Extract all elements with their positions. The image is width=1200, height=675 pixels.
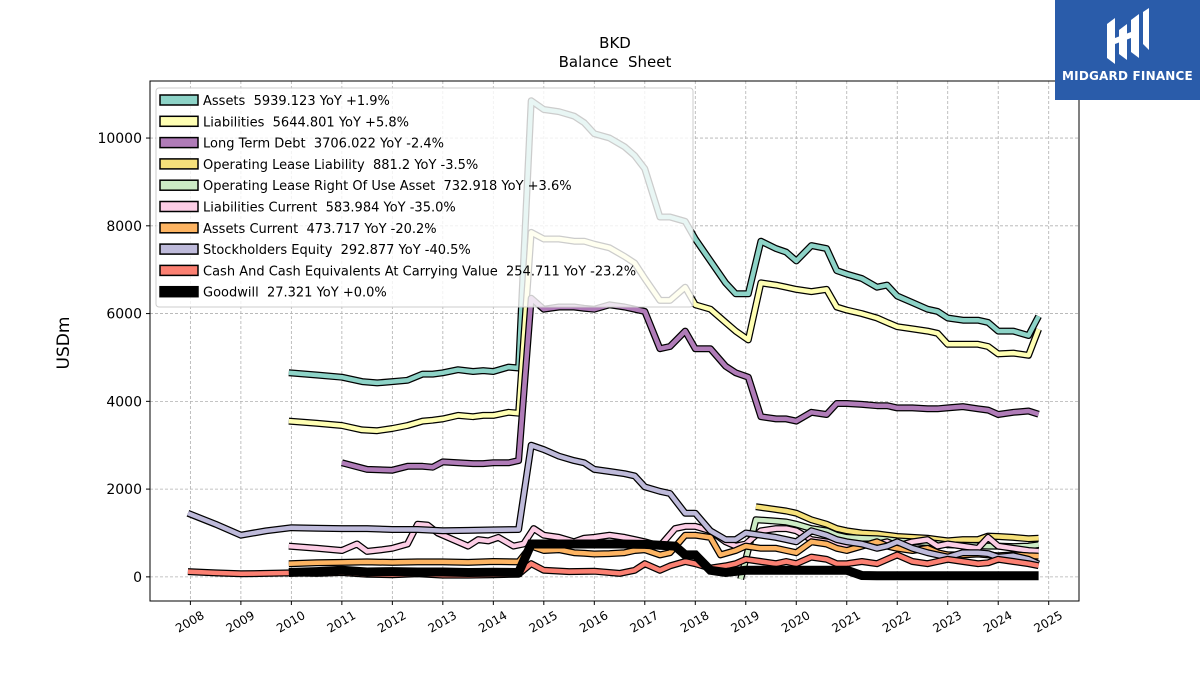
- legend-box: [155, 87, 694, 308]
- series-line-outline: [341, 294, 1040, 474]
- y-axis-label: USDm: [54, 317, 74, 370]
- legend-label: Stockholders Equity 292.877 YoY -40.5%: [203, 243, 471, 258]
- x-tick-label: 2019: [729, 608, 762, 635]
- x-tick-label: 2017: [628, 608, 661, 635]
- y-tick-label: 6000: [106, 307, 142, 323]
- legend-item: Assets Current 473.717 YoY -20.2%: [159, 222, 437, 237]
- x-tick-label: 2009: [224, 608, 257, 635]
- legend-item: Stockholders Equity 292.877 YoY -40.5%: [159, 243, 471, 258]
- legend-swatch: [159, 179, 199, 191]
- series-line: [187, 442, 1040, 567]
- x-tick-label: 2013: [426, 608, 459, 635]
- plot-frame: [149, 80, 1080, 602]
- legend-swatch: [159, 264, 199, 277]
- x-tick-label: 2008: [173, 608, 206, 635]
- x-tick-label: 2010: [274, 608, 307, 635]
- legend-item: Cash And Cash Equivalents At Carrying Va…: [159, 264, 636, 279]
- legend-swatch: [159, 136, 199, 149]
- series-goodwill: [288, 539, 1039, 581]
- legend-swatch: [159, 94, 199, 106]
- legend-item: Long Term Debt 3706.022 YoY -2.4%: [159, 136, 444, 152]
- series-line: [341, 295, 1040, 473]
- x-axis: 2008 2009 2010 2011 2012 2013 2014 2015 2016 2017…: [173, 601, 1065, 636]
- legend-item: Operating Lease Right Of Use Asset 732.9…: [159, 179, 572, 194]
- legend-label: Liabilities Current 583.984 YoY -35.0%: [203, 201, 456, 216]
- x-tick-label: 2012: [375, 608, 408, 635]
- x-tick-label: 2025: [1031, 608, 1064, 635]
- legend-label: Long Term Debt 3706.022 YoY -2.4%: [203, 137, 444, 152]
- legend-swatch: [159, 243, 199, 255]
- x-tick-label: 2020: [779, 608, 812, 635]
- y-tick-label: 4000: [106, 394, 142, 410]
- x-tick-label: 2022: [880, 608, 913, 635]
- y-tick-label: 8000: [106, 219, 142, 235]
- brand-logo: MIDGARD FINANCE: [1055, 0, 1200, 100]
- legend-label: Cash And Cash Equivalents At Carrying Va…: [203, 264, 636, 279]
- series-long-term-debt: [341, 294, 1040, 474]
- y-axis: 0 2000 4000 6000 8000 10000: [97, 131, 150, 586]
- x-tick-label: 2011: [325, 608, 358, 635]
- series-stockholders-equity: [186, 441, 1041, 568]
- x-tick-label: 2024: [981, 608, 1014, 635]
- legend-label: Assets 5939.123 YoY +1.9%: [203, 94, 390, 109]
- series-line: [288, 539, 1039, 581]
- chart-subtitle: Balance Sheet: [559, 53, 672, 71]
- legend-swatch: [159, 222, 199, 234]
- x-tick-label: 2023: [931, 608, 964, 635]
- logo-text: MIDGARD FINANCE: [1062, 69, 1193, 83]
- legend: Assets 5939.123 YoY +1.9% Liabilities 564…: [155, 87, 694, 308]
- x-tick-label: 2014: [476, 608, 509, 635]
- chart-title: BKD: [599, 34, 631, 52]
- legend-item: Liabilities Current 583.984 YoY -35.0%: [159, 200, 456, 216]
- legend-item: Liabilities 5644.801 YoY +5.8%: [159, 115, 409, 130]
- legend-label: Operating Lease Right Of Use Asset 732.9…: [203, 179, 572, 194]
- legend-label: Assets Current 473.717 YoY -20.2%: [203, 222, 437, 237]
- legend-swatch: [159, 285, 199, 298]
- legend-item: Assets 5939.123 YoY +1.9%: [159, 94, 390, 109]
- y-tick-label: 2000: [106, 482, 142, 498]
- x-tick-label: 2018: [678, 608, 711, 635]
- legend-item: Operating Lease Liability 881.2 YoY -3.5…: [159, 158, 478, 173]
- legend-item: Goodwill 27.321 YoY +0.0%: [159, 285, 387, 301]
- x-tick-label: 2015: [527, 608, 560, 635]
- legend-label: Operating Lease Liability 881.2 YoY -3.5…: [203, 158, 478, 173]
- legend-swatch: [159, 200, 199, 213]
- legend-swatch: [159, 115, 199, 128]
- logo-mark-icon: [1107, 8, 1149, 64]
- legend-swatch: [159, 158, 199, 170]
- legend-label: Liabilities 5644.801 YoY +5.8%: [203, 115, 409, 130]
- x-tick-label: 2021: [830, 608, 863, 635]
- y-tick-label: 0: [133, 570, 142, 586]
- y-tick-label: 10000: [97, 131, 142, 147]
- x-tick-label: 2016: [577, 608, 610, 635]
- legend-label: Goodwill 27.321 YoY +0.0%: [203, 286, 387, 301]
